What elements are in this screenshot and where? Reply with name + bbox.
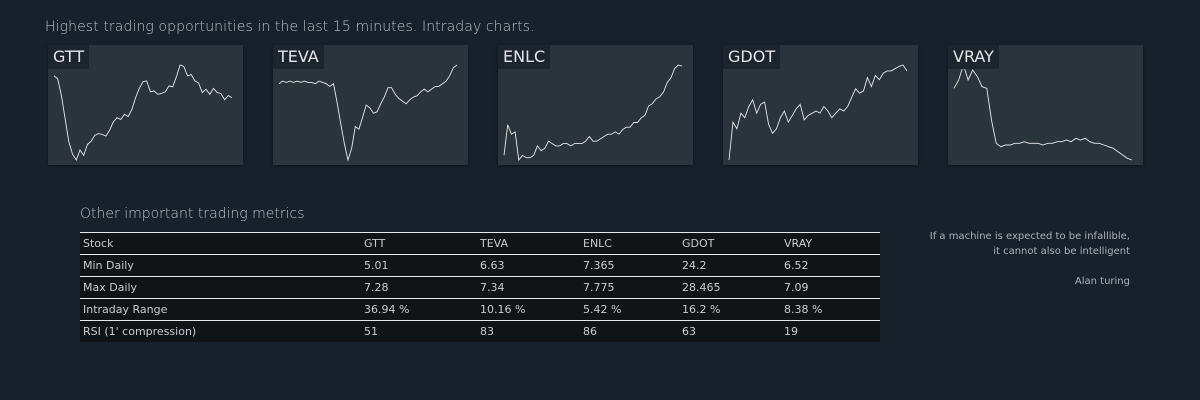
- table-row: Intraday Range 36.94 % 10.16 % 5.42 % 16…: [80, 298, 880, 321]
- table-cell: 51: [361, 320, 477, 342]
- row-label: Intraday Range: [80, 298, 361, 321]
- table-cell: 63: [679, 320, 781, 342]
- table-cell: 28.465: [679, 276, 781, 299]
- header-cell: ENLC: [580, 232, 679, 255]
- table-header-row: Stock GTT TEVA ENLC GDOT VRAY: [80, 232, 880, 255]
- header-cell: GTT: [361, 232, 477, 255]
- table-cell: 5.01: [361, 254, 477, 277]
- quote-line-2: it cannot also be intelligent: [993, 246, 1130, 257]
- table-cell: 24.2: [679, 254, 781, 277]
- sparkline-chart: [278, 64, 458, 162]
- price-line: [728, 64, 908, 161]
- ticker-label: TEVA: [273, 45, 324, 69]
- sparkline-chart: [953, 63, 1133, 161]
- quote-block: If a machine is expected to be infallibl…: [930, 229, 1130, 289]
- ticker-label: VRAY: [948, 45, 999, 69]
- sparkline-chart: [503, 64, 683, 162]
- table-cell: 16.2 %: [679, 298, 781, 321]
- table-cell: 7.775: [580, 276, 679, 299]
- table-cell: 6.52: [781, 254, 880, 277]
- table-cell: 86: [580, 320, 679, 342]
- table-cell: 7.09: [781, 276, 880, 299]
- price-line: [278, 64, 458, 162]
- table-cell: 8.38 %: [781, 298, 880, 321]
- table-cell: 83: [477, 320, 580, 342]
- chart-card-gtt[interactable]: GTT: [48, 45, 243, 165]
- table-cell: 6.63: [477, 254, 580, 277]
- sparkline-chart: [53, 64, 233, 162]
- quote-author: Alan turing: [1074, 276, 1130, 287]
- header-cell: TEVA: [477, 232, 580, 255]
- row-label: Max Daily: [80, 276, 361, 299]
- chart-card-enlc[interactable]: ENLC: [498, 45, 693, 165]
- table-cell: 10.16 %: [477, 298, 580, 321]
- ticker-label: GTT: [48, 45, 90, 69]
- table-cell: 19: [781, 320, 880, 342]
- table-cell: 7.365: [580, 254, 679, 277]
- table-row: Max Daily 7.28 7.34 7.775 28.465 7.09: [80, 276, 880, 299]
- table-cell: 5.42 %: [580, 298, 679, 321]
- chart-card-gdot[interactable]: GDOT: [723, 45, 918, 165]
- metrics-title: Other important trading metrics: [80, 206, 305, 222]
- price-line: [53, 64, 233, 162]
- row-label: Min Daily: [80, 254, 361, 277]
- price-line: [953, 63, 1133, 161]
- metrics-table: Stock GTT TEVA ENLC GDOT VRAY Min Daily …: [80, 232, 880, 342]
- quote-line-1: If a machine is expected to be infallibl…: [929, 231, 1130, 242]
- header-cell: VRAY: [781, 232, 880, 255]
- table-cell: 7.34: [477, 276, 580, 299]
- row-label: RSI (1' compression): [80, 320, 361, 342]
- chart-card-teva[interactable]: TEVA: [273, 45, 468, 165]
- table-row: RSI (1' compression) 51 83 86 63 19: [80, 320, 880, 342]
- price-line: [503, 64, 683, 162]
- chart-card-vray[interactable]: VRAY: [948, 45, 1143, 165]
- header-cell: GDOT: [679, 232, 781, 255]
- table-cell: 36.94 %: [361, 298, 477, 321]
- sparkline-chart: [728, 64, 908, 161]
- ticker-label: GDOT: [723, 45, 781, 69]
- ticker-label: ENLC: [498, 45, 551, 69]
- table-cell: 7.28: [361, 276, 477, 299]
- page-heading: Highest trading opportunities in the las…: [45, 19, 535, 35]
- table-row: Min Daily 5.01 6.63 7.365 24.2 6.52: [80, 254, 880, 277]
- header-cell: Stock: [80, 232, 361, 255]
